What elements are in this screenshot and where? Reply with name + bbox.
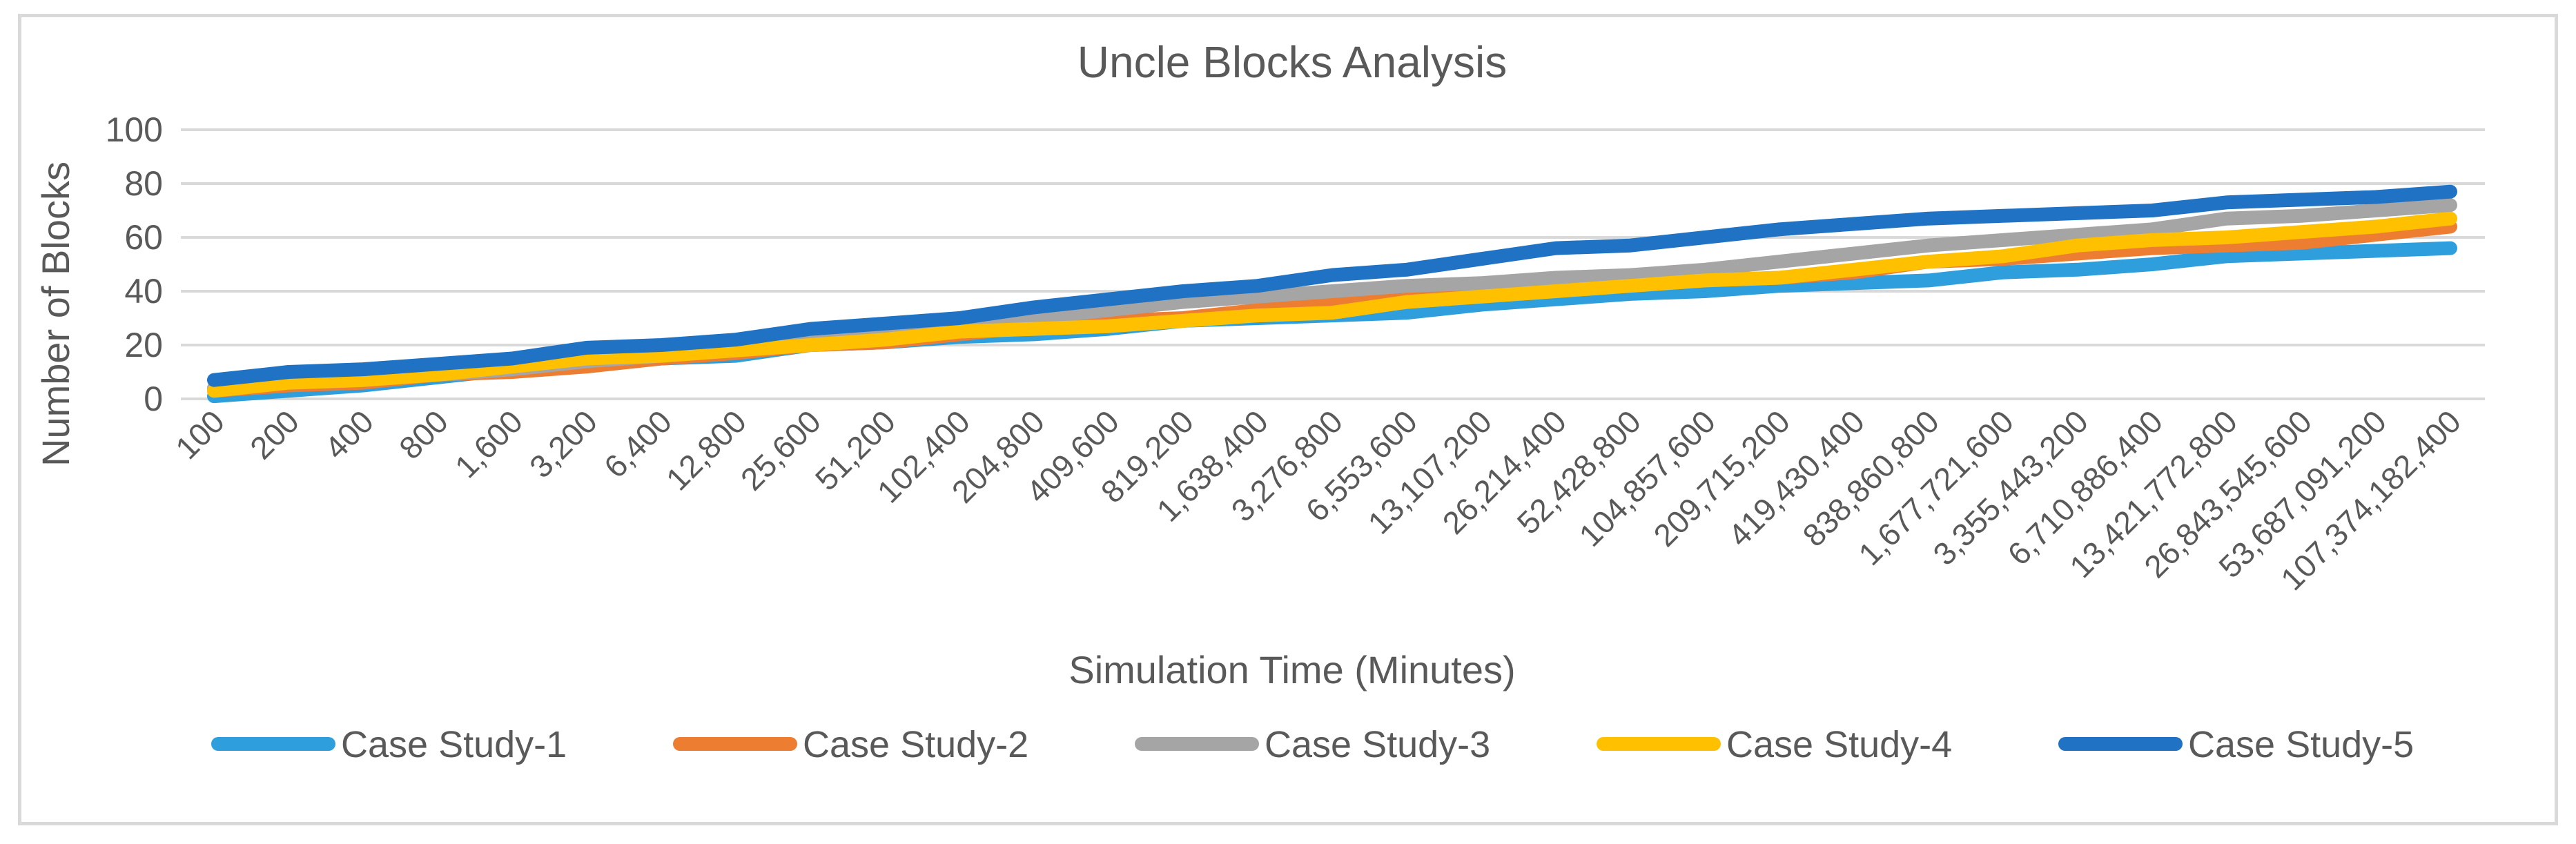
y-tick-label: 40 <box>124 272 163 311</box>
legend-label-case-study-5: Case Study-5 <box>2188 724 2414 765</box>
x-tick-label: 12,800 <box>659 403 753 497</box>
legend-label-case-study-3: Case Study-3 <box>1265 724 1490 765</box>
y-tick-label: 60 <box>124 218 163 257</box>
y-axis-title: Number of Blocks <box>34 161 77 467</box>
legend: Case Study-1 Case Study-2 Case Study-3 Case… <box>211 724 2414 765</box>
legend-label-case-study-4: Case Study-4 <box>1726 724 1952 765</box>
y-axis-ticks: 0 20 40 60 80 100 <box>106 110 163 418</box>
x-tick-label: 3,200 <box>523 403 604 484</box>
chart-frame <box>18 14 2558 825</box>
x-tick-label: 800 <box>392 403 455 466</box>
x-tick-label: 100 <box>168 403 231 466</box>
x-tick-label: 200 <box>243 403 306 466</box>
x-tick-label: 1,600 <box>448 403 529 484</box>
y-tick-label: 80 <box>124 164 163 203</box>
x-axis-title: Simulation Time (Minutes) <box>1069 648 1515 691</box>
chart-title: Uncle Blocks Analysis <box>1077 37 1507 87</box>
y-tick-label: 100 <box>106 110 163 149</box>
x-axis-ticks: 100 200 400 8001,6003,2006,40012,80025,6005… <box>168 403 2468 597</box>
x-tick-label: 25,600 <box>734 403 828 497</box>
legend-label-case-study-1: Case Study-1 <box>341 724 567 765</box>
y-tick-label: 0 <box>144 380 163 418</box>
legend-label-case-study-2: Case Study-2 <box>803 724 1028 765</box>
series-line-case-study-5 <box>207 184 2457 387</box>
series-line-case-study-4 <box>207 211 2457 398</box>
series-lines <box>207 184 2457 404</box>
y-tick-label: 20 <box>124 326 163 364</box>
x-tick-label: 400 <box>318 403 380 466</box>
